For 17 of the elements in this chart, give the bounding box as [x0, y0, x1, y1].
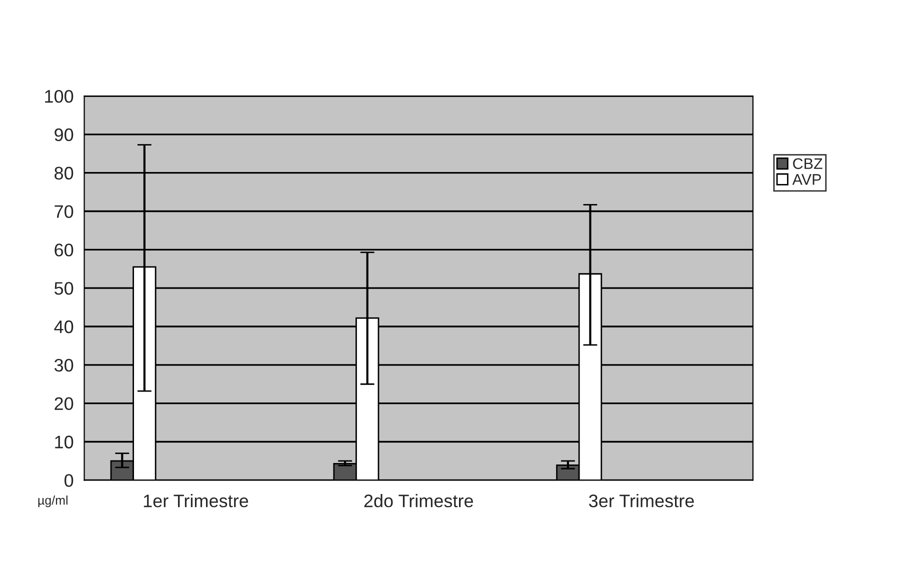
- x-tick-label: 2do Trimestre: [364, 494, 474, 508]
- x-tick-label: 3er Trimestre: [589, 494, 694, 508]
- y-tick-label: 70: [54, 205, 74, 218]
- y-axis-title: µg/ml: [38, 496, 68, 508]
- y-tick-label: 80: [54, 166, 74, 180]
- y-tick-label: 20: [54, 397, 74, 410]
- x-tick-label: 1er Trimestre: [144, 494, 248, 508]
- y-tick-label: 60: [54, 244, 74, 256]
- y-tick-label: 100: [45, 90, 74, 103]
- legend-label: AVP: [792, 174, 821, 185]
- y-tick-label: 0: [64, 474, 74, 487]
- legend-label: CBZ: [793, 158, 822, 170]
- y-tick-label: 90: [54, 128, 74, 142]
- y-tick-label: 40: [54, 320, 74, 334]
- y-tick-label: 50: [54, 282, 74, 295]
- y-tick-label: 10: [55, 436, 74, 448]
- y-tick-label: 30: [54, 358, 74, 372]
